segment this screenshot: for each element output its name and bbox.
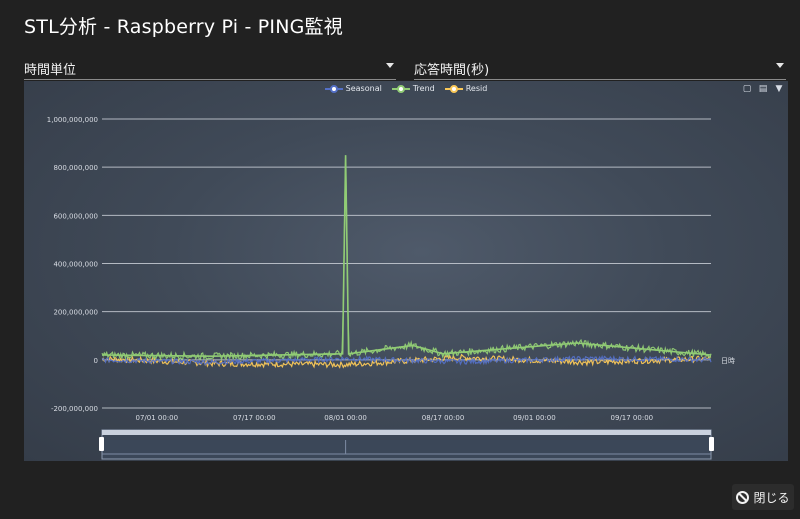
- legend-label-resid: Resid: [465, 84, 488, 93]
- y-tick-label: 800,000,000: [53, 164, 98, 172]
- chart-toolbox: ▢ ▤ ▼: [742, 84, 784, 94]
- x-tick-label: 07/17 00:00: [233, 414, 276, 422]
- time-unit-value: 時間単位: [24, 63, 77, 78]
- series-peaks-trend: [101, 155, 712, 358]
- x-tick-label: 09/01 00:00: [513, 414, 556, 422]
- ban-icon: [736, 490, 750, 504]
- stl-chart: 1,000,000,000 800,000,000 600,000,000 400,0…: [24, 81, 788, 461]
- zoom-slider-bar: [102, 430, 711, 435]
- x-axis-label: 日時: [721, 357, 735, 365]
- save-icon[interactable]: ▢: [742, 84, 752, 94]
- legend-item-resid[interactable]: Resid: [444, 84, 488, 93]
- dialog-title: STL分析 - Raspberry Pi - PING監視: [24, 16, 343, 38]
- y-tick-label: 400,000,000: [53, 261, 98, 269]
- y-tick-label: 600,000,000: [53, 212, 98, 220]
- legend-swatch-resid: [444, 84, 463, 93]
- x-tick-label: 09/17 00:00: [611, 414, 654, 422]
- x-tick-label: 08/01 00:00: [324, 414, 367, 422]
- chevron-down-icon: [386, 63, 394, 68]
- legend-swatch-seasonal: [324, 84, 343, 93]
- legend-item-trend[interactable]: Trend: [391, 84, 435, 93]
- y-tick-label: 0: [94, 357, 98, 365]
- chart-legend: Seasonal Trend Resid: [24, 84, 788, 93]
- chart-canvas: 1,000,000,000 800,000,000 600,000,000 400,0…: [47, 116, 735, 460]
- x-tick-label: 08/17 00:00: [422, 414, 465, 422]
- y-tick-label: -200,000,000: [51, 405, 98, 413]
- legend-label-trend: Trend: [412, 84, 435, 93]
- x-tick-label: 07/01 00:00: [136, 414, 179, 422]
- legend-label-seasonal: Seasonal: [345, 84, 382, 93]
- y-tick-label: 1,000,000,000: [47, 116, 98, 124]
- time-unit-select[interactable]: 時間単位: [24, 56, 396, 80]
- y-tick-label: 200,000,000: [53, 309, 98, 317]
- series-line-seasonal: [101, 354, 712, 366]
- legend-swatch-trend: [391, 84, 410, 93]
- zoom-handle-right[interactable]: [709, 437, 714, 451]
- metric-value: 応答時間(秒): [414, 63, 490, 78]
- metric-select[interactable]: 応答時間(秒): [414, 56, 786, 80]
- restore-icon[interactable]: ▼: [775, 84, 783, 94]
- close-button[interactable]: 閉じる: [732, 484, 794, 510]
- zoom-handle-left[interactable]: [99, 437, 104, 451]
- legend-item-seasonal[interactable]: Seasonal: [324, 84, 382, 93]
- series-line-trend: [101, 156, 712, 362]
- chevron-down-icon: [776, 63, 784, 68]
- data-view-icon[interactable]: ▤: [758, 84, 768, 94]
- close-button-label: 閉じる: [753, 490, 790, 505]
